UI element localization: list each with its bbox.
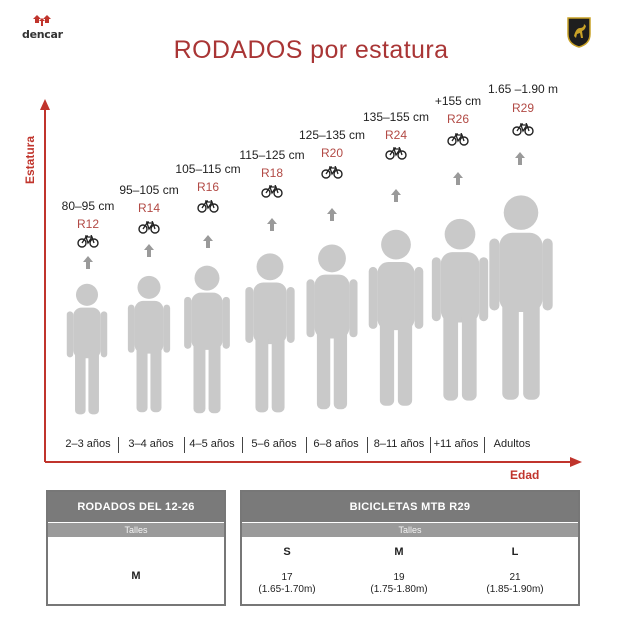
child-silhouette — [66, 283, 108, 415]
page-title: RODADOS por estatura — [173, 36, 449, 64]
x-axis-label: Edad — [510, 468, 540, 482]
bicycle-icon — [512, 123, 534, 136]
bicycle-icon — [261, 185, 283, 198]
up-arrow-icon — [391, 189, 401, 202]
child-silhouette — [306, 244, 358, 410]
size-label: R16 — [196, 180, 220, 194]
table-mtb-r29: BICICLETAS MTB R29 Talles S 17 (1.65-1.7… — [240, 490, 580, 606]
up-arrow-icon — [83, 256, 93, 269]
child-silhouette — [245, 253, 295, 413]
brand-mark-icon — [33, 15, 51, 26]
age-label: 5–6 años — [251, 438, 297, 450]
age-label: +11 años — [433, 438, 479, 450]
bicycle-icon — [77, 235, 99, 248]
frame-value: 21 — [509, 572, 521, 583]
size-value: L — [511, 546, 519, 558]
height-label: 95–105 cm — [119, 183, 179, 197]
bicycle-icon — [385, 147, 407, 160]
height-label: 1.65 –1.90 m — [487, 82, 559, 96]
adult-silhouette — [489, 195, 553, 400]
size-label: R18 — [260, 166, 284, 180]
teen-silhouette — [431, 218, 489, 401]
height-label: 105–115 cm — [175, 162, 241, 176]
brand-name: dencar — [22, 28, 63, 41]
up-arrow-icon — [327, 208, 337, 221]
bicycle-icon — [321, 166, 343, 179]
size-label: R26 — [446, 112, 470, 126]
age-separator — [367, 437, 368, 453]
size-column: M — [48, 566, 224, 582]
up-arrow-icon — [144, 244, 154, 257]
age-separator — [242, 437, 243, 453]
brand-logo: dencar — [22, 14, 82, 41]
size-column-l: L 21 (1.85-1.90m) — [470, 542, 560, 595]
up-arrow-icon — [515, 152, 525, 165]
age-separator — [430, 437, 431, 453]
height-range: (1.85-1.90m) — [486, 584, 544, 595]
height-label: 135–155 cm — [362, 110, 430, 124]
age-separator — [484, 437, 485, 453]
axes — [40, 99, 582, 467]
bicycle-icon — [138, 221, 160, 234]
age-separator — [184, 437, 185, 453]
frame-value: 17 — [281, 572, 293, 583]
bicycle-icon — [447, 133, 469, 146]
age-label: 3–4 años — [128, 438, 174, 450]
child-silhouette — [368, 229, 424, 406]
table-subtitle: Talles — [48, 522, 224, 537]
frame-value: 19 — [393, 572, 405, 583]
age-separator — [118, 437, 119, 453]
up-arrow-icon — [267, 218, 277, 231]
child-silhouette — [184, 265, 230, 414]
up-arrow-icon — [203, 235, 213, 248]
age-label: Adultos — [493, 438, 531, 450]
size-label: R12 — [76, 217, 100, 231]
table-title: BICICLETAS MTB R29 — [242, 492, 578, 522]
child-silhouette — [127, 275, 171, 413]
size-label: R14 — [137, 201, 161, 215]
age-label: 2–3 años — [65, 438, 111, 450]
size-label: R20 — [320, 146, 344, 160]
age-label: 6–8 años — [313, 438, 359, 450]
size-value: S — [283, 546, 291, 558]
height-label: 115–125 cm — [239, 148, 305, 162]
up-arrow-icon — [453, 172, 463, 185]
height-label: 80–95 cm — [61, 199, 115, 213]
size-value: M — [131, 570, 141, 582]
age-separator — [306, 437, 307, 453]
size-value: M — [394, 546, 404, 558]
age-label: 8–11 años — [373, 438, 425, 450]
size-column-s: S 17 (1.65-1.70m) — [242, 542, 332, 595]
height-range: (1.65-1.70m) — [258, 584, 316, 595]
size-label: R24 — [384, 128, 408, 142]
age-label: 4–5 años — [189, 438, 235, 450]
table-rodados-12-26: RODADOS DEL 12-26 Talles M — [46, 490, 226, 606]
table-subtitle: Talles — [242, 522, 578, 537]
height-label: +155 cm — [434, 94, 482, 108]
size-label: R29 — [511, 101, 535, 115]
table-title: RODADOS DEL 12-26 — [48, 492, 224, 522]
bicycle-icon — [197, 200, 219, 213]
height-label: 125–135 cm — [298, 128, 366, 142]
bull-shield-emblem-icon — [567, 17, 591, 48]
size-column-m: M 19 (1.75-1.80m) — [354, 542, 444, 595]
height-range: (1.75-1.80m) — [370, 584, 428, 595]
